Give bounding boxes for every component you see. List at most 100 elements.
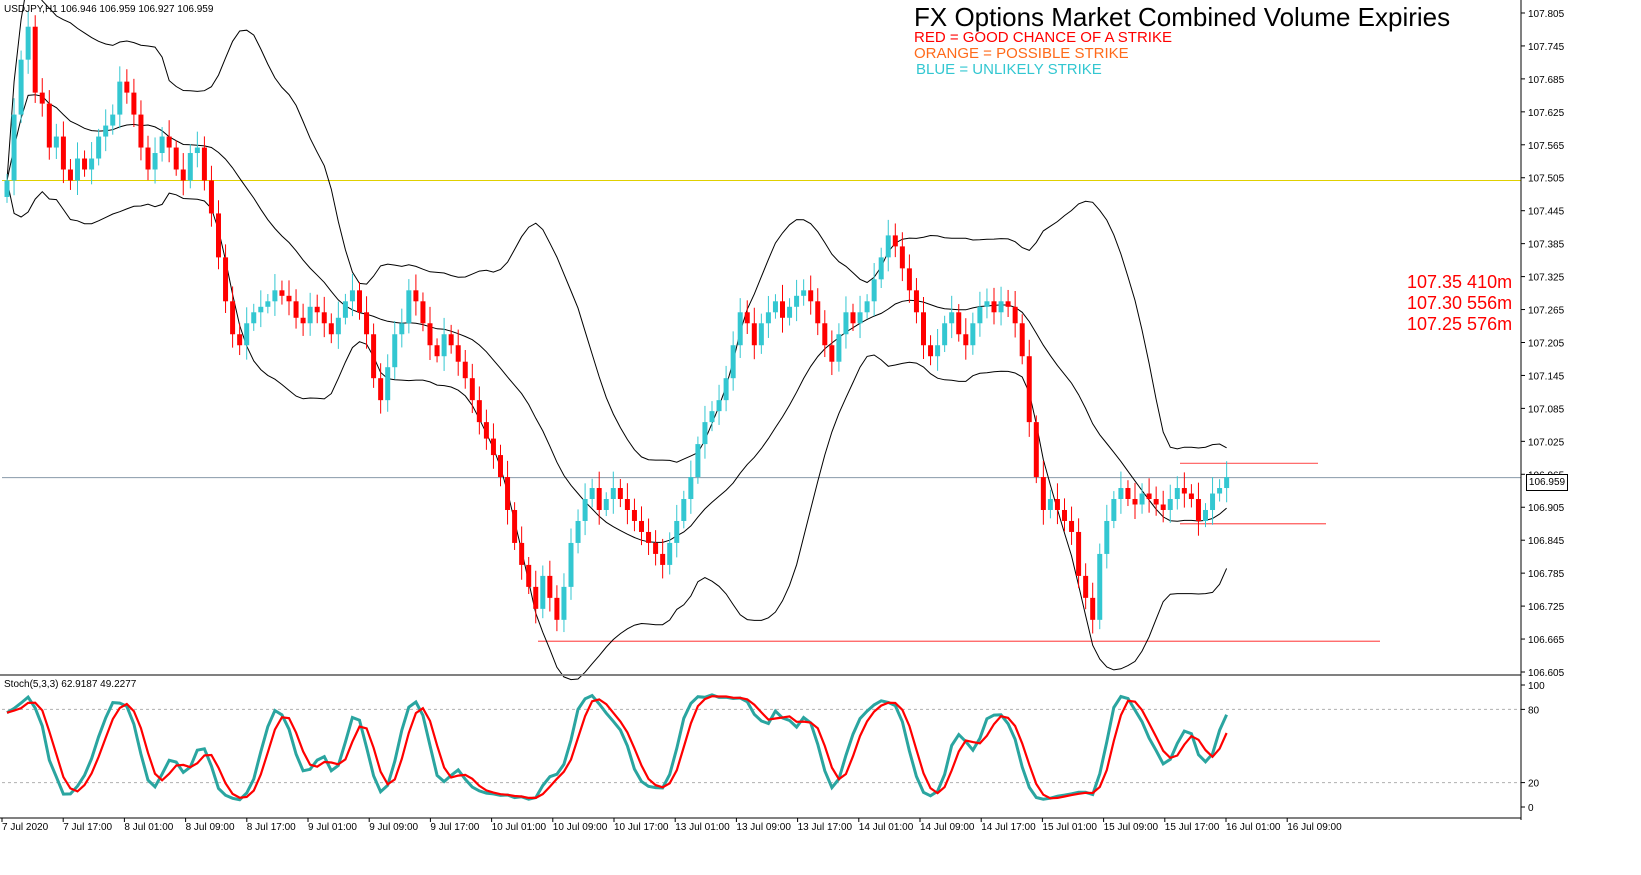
- y-tick-label: 106.785: [1528, 569, 1565, 580]
- candle-body: [483, 422, 489, 439]
- candle-body: [885, 235, 891, 258]
- candle-body: [342, 301, 348, 318]
- candle-body: [533, 586, 539, 609]
- candle-body: [589, 488, 595, 500]
- candle-body: [1181, 488, 1187, 494]
- candle-body: [399, 323, 405, 335]
- candle-body: [794, 295, 800, 307]
- candle-body: [646, 531, 652, 543]
- candle-body: [829, 345, 835, 362]
- x-tick-label: 15 Jul 17:00: [1165, 822, 1220, 833]
- candle-body: [216, 213, 221, 258]
- candle-body: [1104, 520, 1110, 554]
- candle-body: [892, 235, 898, 247]
- candle-body: [744, 312, 750, 324]
- candle-body: [505, 477, 511, 510]
- candle-body: [53, 136, 59, 148]
- y-tick-label: 107.685: [1528, 75, 1565, 86]
- candle-body: [871, 279, 877, 302]
- x-tick-label: 9 Jul 17:00: [430, 822, 479, 833]
- candle-body: [956, 312, 962, 335]
- candle-body: [265, 301, 271, 307]
- candle-body: [223, 257, 229, 302]
- candle-body: [864, 301, 870, 313]
- candle-body: [1090, 597, 1096, 620]
- candle-body: [124, 81, 130, 93]
- candle-body: [681, 499, 687, 521]
- candle-body: [808, 290, 814, 302]
- candle-body: [970, 323, 976, 346]
- candle-body: [575, 520, 581, 543]
- candle-body: [46, 103, 52, 148]
- candle-body: [688, 477, 694, 500]
- x-tick-label: 14 Jul 17:00: [981, 822, 1036, 833]
- candle-body: [906, 268, 912, 291]
- candle-body: [385, 367, 391, 401]
- y-tick-label: 107.625: [1528, 108, 1565, 119]
- candlestick-plot: [2, 0, 1521, 681]
- candle-body: [32, 26, 38, 93]
- stoch-y-tick-label: 100: [1528, 681, 1545, 692]
- candle-body: [1054, 499, 1060, 510]
- candle-body: [498, 455, 503, 478]
- candle-body: [1203, 509, 1208, 521]
- axes: 107.805 107.745 107.685 107.625 107.565 107.5…: [0, 0, 1565, 833]
- y-tick-label: 107.565: [1528, 141, 1565, 152]
- stoch-y-tick-label: 80: [1528, 705, 1540, 716]
- candle-body: [357, 290, 362, 313]
- candle-body: [328, 323, 334, 335]
- candle-body: [624, 499, 630, 510]
- y-tick-label: 107.265: [1528, 306, 1565, 317]
- y-tick-label: 107.085: [1528, 404, 1565, 415]
- candle-body: [244, 323, 250, 346]
- y-tick-label: 107.445: [1528, 207, 1565, 218]
- candle-body: [201, 147, 207, 181]
- candle-body: [117, 81, 123, 115]
- candle-body: [1132, 499, 1138, 505]
- candle-body: [145, 147, 151, 170]
- candle-body: [420, 301, 426, 324]
- candle-body: [653, 542, 659, 554]
- y-tick-label: 107.145: [1528, 371, 1565, 382]
- candle-body: [82, 158, 88, 170]
- candle-body: [617, 488, 623, 500]
- candle-body: [67, 169, 73, 181]
- legend-orange: ORANGE = POSSIBLE STRIKE: [914, 45, 1129, 62]
- candle-body: [963, 334, 969, 346]
- candle-body: [469, 378, 475, 401]
- candle-body: [1188, 493, 1194, 500]
- candle-body: [1033, 422, 1039, 478]
- candle-body: [1005, 301, 1011, 307]
- candle-body: [1139, 493, 1145, 505]
- candle-body: [1160, 504, 1166, 510]
- candle-body: [935, 345, 941, 357]
- candle-body: [300, 317, 306, 324]
- candle-body: [321, 312, 327, 324]
- candle-body: [639, 520, 644, 532]
- candle-body: [815, 301, 821, 324]
- candle-body: [1097, 553, 1103, 620]
- y-tick-label: 106.845: [1528, 536, 1565, 547]
- candle-body: [413, 290, 419, 302]
- candle-body: [737, 312, 743, 346]
- candle-body: [1026, 356, 1032, 423]
- candle-body: [208, 180, 214, 214]
- candle-body: [378, 378, 384, 401]
- candle-body: [850, 312, 856, 324]
- stoch-signal-line: [6, 695, 1228, 800]
- candle-body: [878, 257, 884, 280]
- x-tick-label: 8 Jul 09:00: [186, 822, 235, 833]
- candle-body: [364, 312, 370, 335]
- candle-body: [730, 345, 736, 379]
- candle-body: [187, 153, 193, 181]
- candle-body: [603, 499, 609, 510]
- candle-body: [716, 400, 722, 412]
- candle-body: [314, 306, 320, 313]
- candle-body: [695, 444, 701, 478]
- candle-body: [709, 411, 715, 423]
- candle-body: [554, 597, 560, 620]
- candle-body: [60, 136, 66, 170]
- candle-body: [1224, 477, 1230, 489]
- y-tick-label: 107.745: [1528, 42, 1565, 53]
- candle-body: [751, 323, 757, 346]
